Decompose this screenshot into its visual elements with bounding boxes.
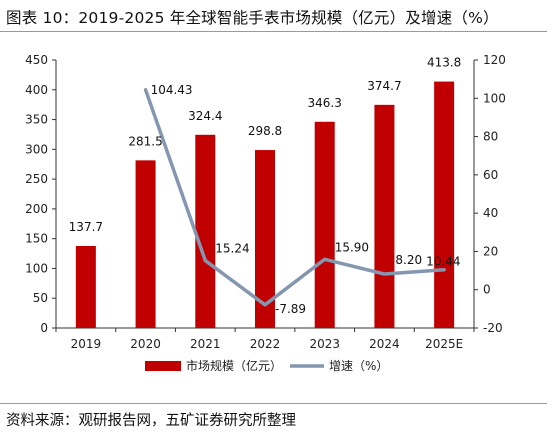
y-left-tick-label: 450 — [25, 53, 48, 67]
y-right-tick-label: 80 — [483, 130, 498, 144]
bar — [255, 150, 275, 328]
source-divider — [0, 403, 547, 404]
y-left-tick-label: 400 — [25, 83, 48, 97]
title-divider — [0, 31, 547, 32]
y-left-tick-label: 300 — [25, 142, 48, 156]
source-note: 资料来源：观研报告网，五矿证券研究所整理 — [6, 413, 296, 429]
bar-value-label: 324.4 — [188, 109, 222, 123]
bar-value-label: 374.7 — [367, 79, 401, 93]
bar-value-label: 298.8 — [248, 124, 282, 138]
bar-value-label: 281.5 — [128, 134, 162, 148]
y-left-tick-label: 350 — [25, 113, 48, 127]
y-left-tick-label: 50 — [33, 291, 48, 305]
growth-value-label: 15.24 — [215, 242, 249, 256]
y-right-tick-label: -20 — [483, 321, 503, 335]
x-tick-label: 2020 — [130, 337, 161, 351]
y-left-tick-label: 0 — [40, 321, 48, 335]
bar-value-label: 413.8 — [427, 56, 461, 70]
x-tick-label: 2019 — [71, 337, 102, 351]
bar-value-label: 137.7 — [69, 220, 103, 234]
bar — [374, 104, 395, 328]
growth-value-label: 15.90 — [335, 240, 369, 254]
x-tick-label: 2024 — [369, 337, 400, 351]
x-tick-label: 2022 — [250, 337, 281, 351]
legend-swatch-market-size — [145, 361, 181, 371]
y-left-tick-label: 250 — [25, 172, 48, 186]
growth-value-label: 104.43 — [151, 83, 193, 97]
bar — [135, 160, 156, 328]
x-tick-label: 2025E — [425, 337, 463, 351]
legend-label-growth: 增速（%） — [329, 359, 388, 373]
growth-line — [143, 88, 446, 307]
growth-value-label: 8.20 — [395, 253, 422, 267]
x-tick-label: 2021 — [190, 337, 221, 351]
y-right-tick-label: 40 — [483, 206, 498, 220]
y-left-tick-label: 200 — [25, 202, 48, 216]
bar — [434, 81, 455, 328]
bar — [195, 134, 216, 328]
bar — [314, 121, 335, 328]
chart: 0 50 100 150 200 250 300 350 400 450 -20 0 20 40 60 80 1… — [25, 53, 506, 373]
y-right-tick-label: 20 — [483, 244, 498, 258]
bar — [75, 245, 96, 328]
bar-value-label: 346.3 — [308, 96, 342, 110]
legend-label-market-size: 市场规模（亿元） — [186, 358, 282, 373]
figure-title: 图表 10：2019-2025 年全球智能手表市场规模（亿元）及增速（%） — [6, 9, 499, 27]
growth-value-label: 10.44 — [426, 255, 460, 269]
y-right-tick-label: 0 — [483, 283, 491, 297]
y-right-tick-label: 100 — [483, 91, 506, 105]
y-right-tick-label: 60 — [483, 168, 498, 182]
growth-value-label: -7.89 — [275, 302, 306, 316]
y-right-tick-label: 120 — [483, 53, 506, 67]
y-left-tick-label: 150 — [25, 232, 48, 246]
x-tick-label: 2023 — [309, 337, 340, 351]
y-left-tick-label: 100 — [25, 261, 48, 275]
